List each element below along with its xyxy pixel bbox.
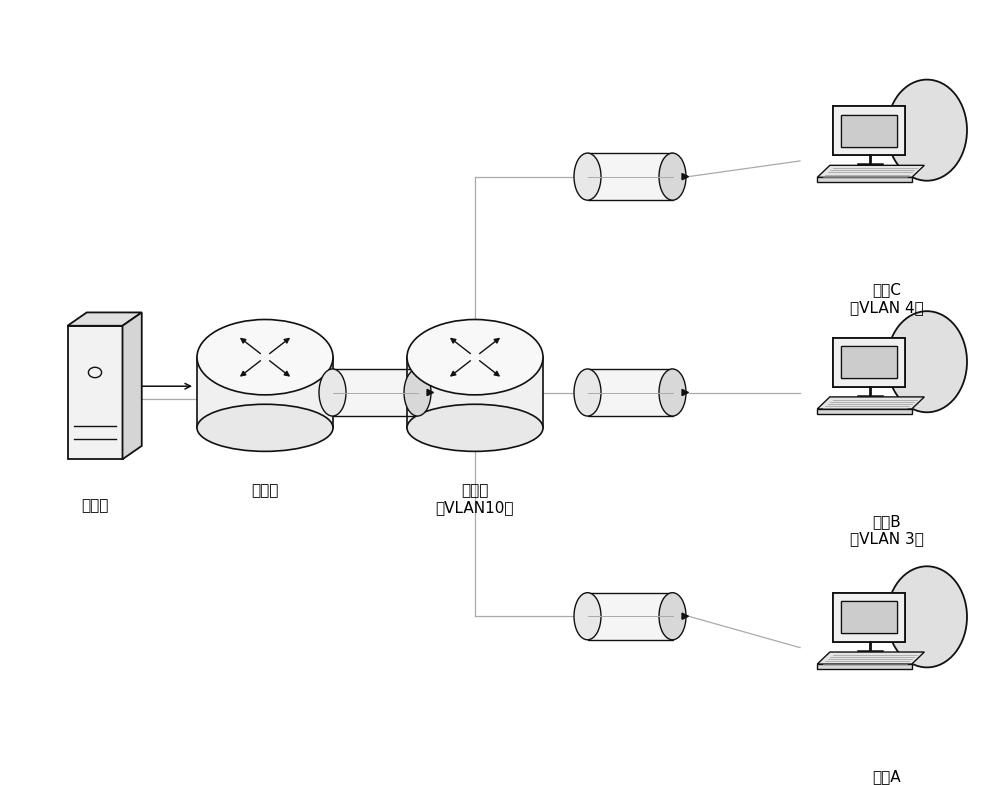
Ellipse shape [407,319,543,395]
Ellipse shape [659,593,686,640]
Ellipse shape [574,593,601,640]
Ellipse shape [887,311,967,412]
Text: 路由器: 路由器 [251,483,279,498]
Ellipse shape [887,79,967,181]
Ellipse shape [574,153,601,200]
Polygon shape [841,346,897,378]
Text: 交换机
（VLAN10）: 交换机 （VLAN10） [436,483,514,515]
Polygon shape [817,664,912,669]
Polygon shape [817,166,924,177]
Ellipse shape [197,404,333,451]
Polygon shape [332,369,418,416]
Polygon shape [197,357,333,428]
Polygon shape [841,601,897,633]
Polygon shape [68,326,122,459]
Polygon shape [833,106,905,155]
Ellipse shape [319,369,346,416]
Text: 主机A
（VLAN 2）: 主机A （VLAN 2） [850,769,924,785]
Polygon shape [817,409,912,414]
Polygon shape [122,312,142,459]
Polygon shape [833,593,905,642]
Polygon shape [588,153,672,200]
Polygon shape [833,338,905,387]
Polygon shape [817,397,924,409]
Polygon shape [817,652,924,664]
Ellipse shape [407,404,543,451]
Ellipse shape [659,369,686,416]
Ellipse shape [574,369,601,416]
Polygon shape [841,601,897,633]
Polygon shape [841,115,897,147]
Polygon shape [407,357,543,428]
Text: 组播源: 组播源 [81,498,109,513]
Polygon shape [833,106,905,155]
Polygon shape [833,338,905,387]
Ellipse shape [887,566,967,667]
Polygon shape [833,593,905,642]
Text: 主机B
（VLAN 3）: 主机B （VLAN 3） [850,514,924,546]
Ellipse shape [659,153,686,200]
Polygon shape [841,115,897,147]
Polygon shape [68,312,142,326]
Ellipse shape [404,369,431,416]
Text: 主机C
（VLAN 4）: 主机C （VLAN 4） [850,283,924,315]
Polygon shape [817,177,912,182]
Polygon shape [841,346,897,378]
Polygon shape [588,369,672,416]
Ellipse shape [197,319,333,395]
Polygon shape [588,593,672,640]
